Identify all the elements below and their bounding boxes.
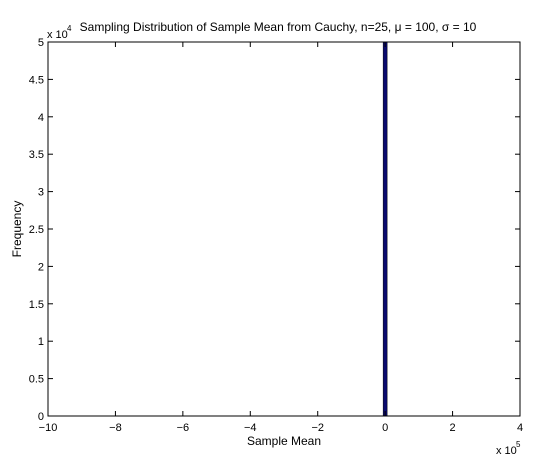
y-multiplier-base: x 10 <box>47 29 68 41</box>
x-multiplier: x 10 5 <box>496 440 521 457</box>
y-multiplier: x 10 4 <box>47 24 72 41</box>
x-tick-label: −8 <box>109 422 122 434</box>
y-tick-label: 0.5 <box>29 374 44 386</box>
x-multiplier-exponent: 5 <box>516 440 521 449</box>
y-tick-label: 1 <box>38 336 44 348</box>
x-tick-label: −6 <box>177 422 190 434</box>
ticks-group: −10 −8 −6 −4 −2 0 2 4 0 0.5 1 1.5 2 2.5 3 3.5 4 4.5 5 <box>29 37 523 434</box>
x-tick-label: 2 <box>450 422 456 434</box>
x-axis-label: Sample Mean <box>247 434 321 448</box>
x-multiplier-base: x 10 <box>496 445 517 457</box>
x-tick-label: 0 <box>382 422 388 434</box>
x-tick-label: −10 <box>39 422 58 434</box>
x-tick-label: −4 <box>244 422 257 434</box>
y-tick-label: 2 <box>38 261 44 273</box>
histogram-bar <box>382 41 388 417</box>
y-tick-label: 3.5 <box>29 149 44 161</box>
y-multiplier-exponent: 4 <box>67 24 72 33</box>
y-tick-label: 2.5 <box>29 224 44 236</box>
y-tick-label: 4 <box>38 112 44 124</box>
y-tick-label: 4.5 <box>29 74 44 86</box>
y-tick-label: 0 <box>38 411 44 423</box>
y-tick-label: 1.5 <box>29 299 44 311</box>
x-tick-label: −2 <box>311 422 324 434</box>
x-tick-label: 4 <box>517 422 523 434</box>
chart-title: Sampling Distribution of Sample Mean fro… <box>80 20 477 34</box>
y-tick-label: 3 <box>38 187 44 199</box>
y-axis-label: Frequency <box>10 201 24 258</box>
plot-frame <box>47 41 521 417</box>
bars-group <box>382 41 388 417</box>
y-tick-label: 5 <box>38 37 44 49</box>
